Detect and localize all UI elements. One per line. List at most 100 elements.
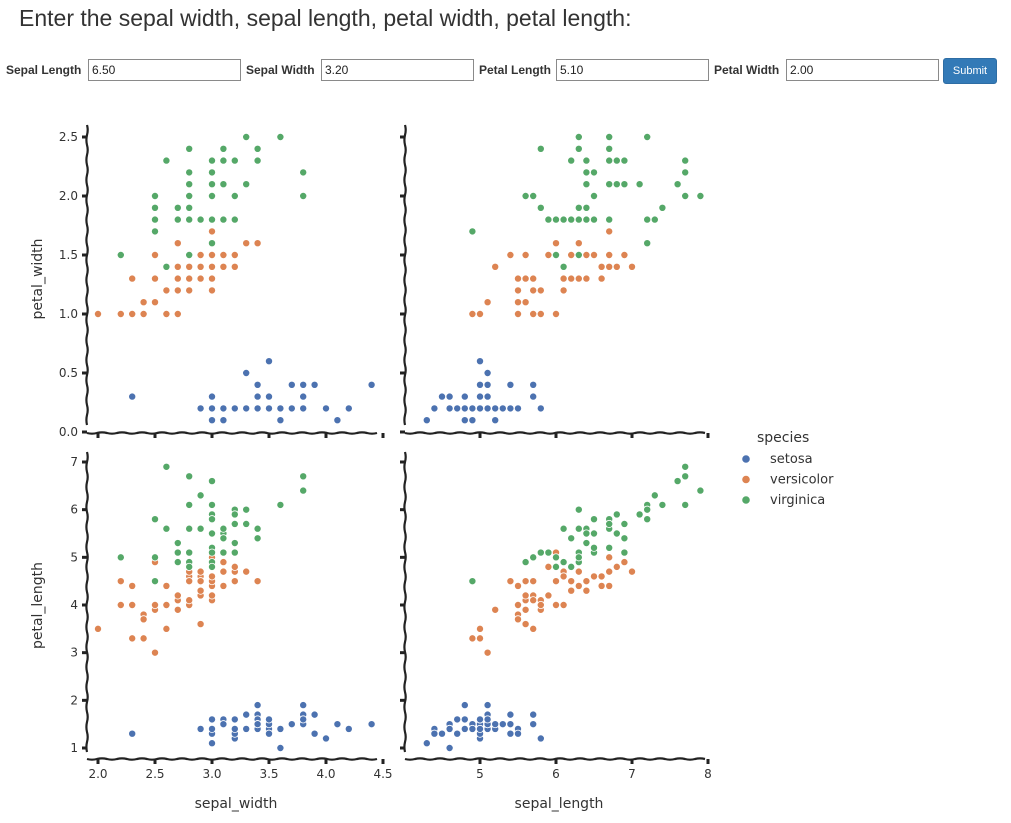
data-point-virginica (173, 215, 182, 224)
data-point-versicolor (94, 624, 103, 633)
data-point-versicolor (605, 553, 614, 562)
petal-width-input[interactable] (786, 59, 939, 81)
data-point-versicolor (162, 581, 171, 590)
data-point-virginica (574, 215, 583, 224)
data-point-setosa (299, 701, 308, 710)
data-point-versicolor (207, 591, 216, 600)
data-point-virginica (582, 529, 591, 538)
data-point-versicolor (574, 581, 583, 590)
submit-button[interactable]: Submit (943, 58, 997, 84)
data-point-versicolor (139, 309, 148, 318)
data-point-versicolor (173, 309, 182, 318)
data-point-versicolor (620, 558, 629, 567)
data-point-versicolor (196, 262, 205, 271)
data-point-virginica (116, 553, 125, 562)
data-point-virginica (185, 524, 194, 533)
data-point-setosa (475, 715, 484, 724)
data-point-virginica (658, 203, 667, 212)
measurement-form: Sepal Length Sepal Width Petal Length Pe… (0, 58, 1011, 84)
data-point-versicolor (521, 250, 530, 259)
x-tick-label: 6 (552, 767, 560, 781)
data-point-versicolor (185, 286, 194, 295)
data-point-versicolor (230, 262, 239, 271)
data-point-virginica (567, 156, 576, 165)
data-point-virginica (544, 548, 553, 557)
data-point-versicolor (529, 596, 538, 605)
data-point-virginica (620, 156, 629, 165)
data-point-virginica (185, 472, 194, 481)
data-point-virginica (162, 156, 171, 165)
data-point-versicolor (173, 286, 182, 295)
data-point-versicolor (128, 634, 137, 643)
data-point-setosa (276, 404, 285, 413)
data-point-virginica (605, 543, 614, 552)
data-point-virginica (185, 562, 194, 571)
data-point-virginica (276, 500, 285, 509)
data-point-versicolor (219, 250, 228, 259)
data-point-setosa (264, 404, 273, 413)
data-point-versicolor (230, 250, 239, 259)
panel-petal_width-vs-sepal_length (400, 124, 710, 438)
data-point-virginica (590, 543, 599, 552)
data-point-virginica (521, 191, 530, 200)
data-point-versicolor (162, 286, 171, 295)
x-tick-label: 4.0 (316, 767, 335, 781)
data-point-setosa (453, 404, 462, 413)
data-point-setosa (253, 404, 262, 413)
data-point-versicolor (521, 577, 530, 586)
data-point-virginica (620, 548, 629, 557)
legend-label-setosa: setosa (770, 452, 813, 467)
data-point-versicolor (514, 274, 523, 283)
data-point-setosa (230, 404, 239, 413)
data-point-versicolor (475, 624, 484, 633)
data-point-virginica (219, 180, 228, 189)
data-point-virginica (116, 250, 125, 259)
data-point-setosa (529, 720, 538, 729)
data-point-setosa (475, 392, 484, 401)
y-tick-label: 1.0 (59, 307, 78, 321)
data-point-setosa (242, 710, 251, 719)
data-point-virginica (673, 180, 682, 189)
data-point-setosa (310, 710, 319, 719)
data-point-versicolor (544, 591, 553, 600)
data-point-virginica (567, 534, 576, 543)
data-point-virginica (150, 227, 159, 236)
data-point-setosa (506, 404, 515, 413)
data-point-virginica (620, 534, 629, 543)
data-point-virginica (590, 515, 599, 524)
data-point-virginica (605, 180, 614, 189)
data-point-setosa (468, 404, 477, 413)
data-point-virginica (590, 215, 599, 224)
data-point-virginica (162, 462, 171, 471)
data-point-virginica (185, 203, 194, 212)
data-point-virginica (643, 215, 652, 224)
data-point-versicolor (116, 601, 125, 610)
data-point-setosa (460, 404, 469, 413)
petal-length-input[interactable] (556, 59, 709, 81)
data-point-versicolor (116, 309, 125, 318)
data-point-versicolor (162, 624, 171, 633)
data-point-virginica (582, 215, 591, 224)
data-point-virginica (574, 505, 583, 514)
data-point-setosa (299, 404, 308, 413)
sepal-length-input[interactable] (88, 59, 241, 81)
data-point-versicolor (128, 274, 137, 283)
data-point-versicolor (185, 274, 194, 283)
y-tick-label: 1 (70, 741, 78, 755)
data-point-virginica (605, 519, 614, 528)
data-point-virginica (620, 519, 629, 528)
data-point-virginica (185, 191, 194, 200)
data-point-versicolor (219, 567, 228, 576)
data-point-setosa (491, 720, 500, 729)
sepal-width-input[interactable] (321, 59, 474, 81)
data-point-virginica (552, 562, 561, 571)
data-point-setosa (207, 739, 216, 748)
data-point-versicolor (552, 309, 561, 318)
data-point-virginica (620, 180, 629, 189)
data-point-setosa (299, 715, 308, 724)
data-point-setosa (529, 710, 538, 719)
data-point-virginica (150, 215, 159, 224)
data-point-virginica (658, 500, 667, 509)
data-point-setosa (253, 701, 262, 710)
